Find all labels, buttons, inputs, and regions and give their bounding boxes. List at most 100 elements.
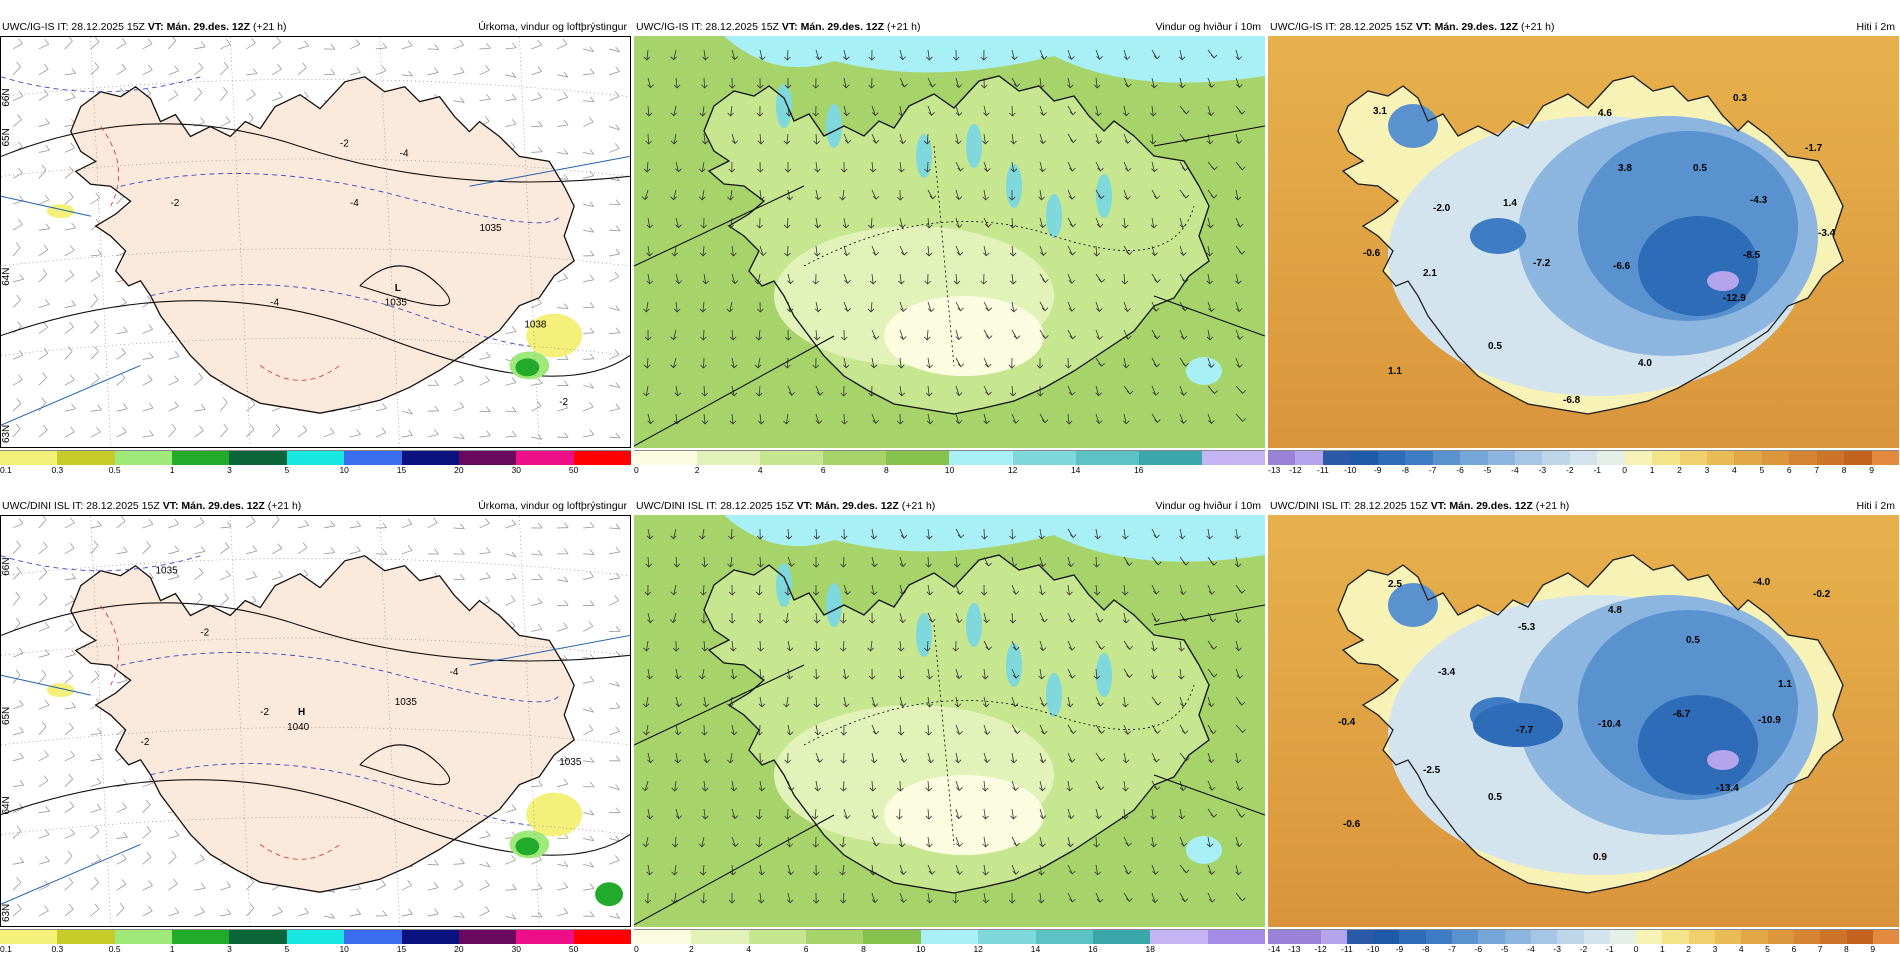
legend-tick-label: 10 [916, 944, 925, 954]
map-label: 1035 [156, 566, 179, 577]
legend-swatch [1433, 451, 1460, 465]
legend-swatch [697, 451, 760, 465]
legend-swatch [516, 451, 573, 465]
latitude-label: 65N [1, 707, 12, 725]
legend-swatch [1405, 451, 1432, 465]
legend-tick-label: 5 [284, 944, 289, 954]
temperature-label: -3.4 [1818, 228, 1836, 239]
gust-patch [776, 563, 792, 607]
legend-tick-label: 3 [227, 465, 232, 475]
legend-swatch [1373, 930, 1399, 944]
legend-tick-label: 8 [1844, 944, 1849, 954]
legend-swatch [1150, 930, 1207, 944]
temperature-label: -8.5 [1743, 250, 1761, 261]
valid-time: VT: Mán. 29.des. 12Z [148, 21, 250, 33]
legend-tick-label: 15 [397, 465, 406, 475]
legend-tick-label: 12 [973, 944, 982, 954]
legend-tick-label: 0.1 [0, 465, 12, 475]
legend-swatch [1452, 930, 1478, 944]
temperature-label: 1.1 [1778, 679, 1792, 690]
panel-title: Hiti í 2m [1856, 500, 1895, 512]
legend-tick-label: -11 [1341, 944, 1353, 954]
map-label: -2 [340, 138, 349, 149]
legend-swatch [115, 451, 172, 465]
color-legend-bar [1268, 450, 1899, 465]
temperature-label: -2.5 [1423, 765, 1441, 776]
panel-header: UWC/IG-IS IT: 28.12.2025 15Z VT: Mán. 29… [0, 18, 631, 36]
legend-swatch [1820, 930, 1846, 944]
legend-tick-label: 3 [1705, 465, 1710, 475]
temperature-label: 1.1 [1388, 366, 1402, 377]
legend-swatch [1478, 930, 1504, 944]
legend-tick-label: 5 [1759, 465, 1764, 475]
legend-tick-label: 14 [1071, 465, 1080, 475]
legend-tick-label: 15 [397, 944, 406, 954]
legend-swatch [760, 451, 823, 465]
legend-swatch [1076, 451, 1139, 465]
temperature-label: -0.6 [1343, 819, 1361, 830]
map-label: H [298, 707, 305, 718]
latitude-label: 63N [1, 904, 12, 922]
legend-tick-label: 1 [1660, 944, 1665, 954]
legend-tick-label: 10 [339, 944, 348, 954]
legend-tick-label: 6 [1791, 944, 1796, 954]
legend-tick-label: 0.1 [0, 944, 12, 954]
legend-tick-label: -4 [1527, 944, 1535, 954]
legend-tick-label: -8 [1401, 465, 1409, 475]
precip-area [526, 793, 582, 837]
panel-title: Vindur og hviður í 10m [1156, 21, 1261, 33]
temperature-label: -0.2 [1813, 589, 1831, 600]
legend-swatch [459, 930, 516, 944]
model-init-text: UWC/IG-IS IT: 28.12.2025 15Z [636, 21, 782, 33]
legend-tick-label: 7 [1818, 944, 1823, 954]
wind-map[interactable] [634, 515, 1265, 927]
legend-swatch [172, 451, 229, 465]
temperature-label: -1.7 [1805, 143, 1823, 154]
legend-swatch [1350, 451, 1377, 465]
legend-swatch [1584, 930, 1610, 944]
legend-tick-label: 12 [1008, 465, 1017, 475]
legend-tick-label: 0 [634, 944, 639, 954]
calm-area [884, 775, 1044, 855]
temperature-label: 0.5 [1693, 163, 1707, 174]
temperature-label: 2.1 [1423, 268, 1437, 279]
legend-swatch [287, 930, 344, 944]
legend-swatch [634, 930, 691, 944]
temperature-label: 0.3 [1733, 93, 1747, 104]
temperature-label: -7.2 [1533, 258, 1551, 269]
legend-tick-label: -8 [1422, 944, 1430, 954]
legend-swatch [1426, 930, 1452, 944]
panel-title: Vindur og hviður í 10m [1156, 500, 1261, 512]
wind-map[interactable] [634, 36, 1265, 448]
legend-tick-label: -9 [1396, 944, 1404, 954]
legend-swatch [1323, 451, 1350, 465]
map-label: 1035 [559, 757, 582, 768]
color-legend-bar [634, 450, 1265, 465]
legend-swatch [949, 451, 1012, 465]
model-init-text: UWC/DINI ISL IT: 28.12.2025 15Z [636, 500, 797, 512]
temperature-label: -4.0 [1753, 577, 1771, 588]
panel-title: Úrkoma, vindur og loftþrýstingur [478, 500, 627, 512]
legend-tick-label: 6 [1787, 465, 1792, 475]
temperature-label: -0.4 [1338, 717, 1356, 728]
map-label: -4 [270, 298, 279, 309]
map-label: 1040 [287, 722, 310, 733]
legend-tick-label: 50 [569, 944, 578, 954]
legend-tick-label: 20 [454, 465, 463, 475]
valid-time: VT: Mán. 29.des. 12Z [1416, 21, 1518, 33]
legend-tick-label: 14 [1031, 944, 1040, 954]
legend-swatch [516, 930, 573, 944]
latitude-label: 66N [1, 557, 12, 575]
legend-swatch [1762, 451, 1789, 465]
legend-swatch [1036, 930, 1093, 944]
legend-tick-label: -6 [1475, 944, 1483, 954]
gust-patch [1186, 836, 1222, 864]
model-init-text: UWC/DINI ISL IT: 28.12.2025 15Z [2, 500, 163, 512]
temperature-label: 4.0 [1638, 358, 1652, 369]
legend-tick-label: 8 [861, 944, 866, 954]
legend-tick-label: 6 [821, 465, 826, 475]
